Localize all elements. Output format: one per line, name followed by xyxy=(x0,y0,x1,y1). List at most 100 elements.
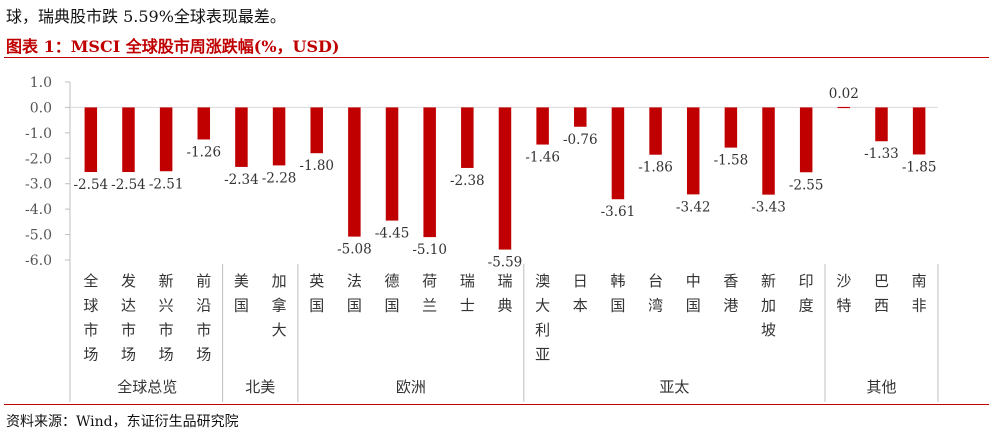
value-label: -4.45 xyxy=(375,226,410,242)
y-tick-label: -1.0 xyxy=(25,126,52,142)
group-label: 其他 xyxy=(866,378,896,396)
category-label-char: 英 xyxy=(309,272,324,290)
y-tick-label: 1.0 xyxy=(30,75,52,91)
category-label-char: 国 xyxy=(347,297,362,315)
bar xyxy=(272,107,286,166)
category-label-char: 荷 xyxy=(422,272,437,290)
value-label: -2.38 xyxy=(450,173,485,189)
category-label-char: 达 xyxy=(121,297,136,315)
category-label-char: 加 xyxy=(761,297,776,315)
category-label-char: 市 xyxy=(83,321,98,339)
category-label-char: 瑞 xyxy=(497,272,512,290)
category-label-char: 瑞 xyxy=(460,272,475,290)
value-label: -1.26 xyxy=(186,144,221,160)
category-label-char: 西 xyxy=(874,297,889,315)
category-label-char: 利 xyxy=(535,321,550,339)
value-label: -1.85 xyxy=(902,159,937,175)
value-label: -2.54 xyxy=(111,177,146,193)
y-tick-label: -3.0 xyxy=(25,177,52,193)
category-label-char: 香 xyxy=(723,272,738,290)
category-label-char: 澳 xyxy=(535,272,550,290)
value-label: -0.76 xyxy=(563,132,598,148)
value-label: -5.59 xyxy=(488,255,523,271)
category-label-char: 典 xyxy=(497,297,512,315)
bar xyxy=(197,107,211,140)
bar xyxy=(837,106,851,109)
y-tick-label: -5.0 xyxy=(25,228,52,244)
value-label: 0.02 xyxy=(829,86,859,102)
bar xyxy=(799,107,813,173)
category-label-char: 国 xyxy=(385,297,400,315)
y-tick-label: -6.0 xyxy=(25,253,52,269)
category-label-char: 国 xyxy=(610,297,625,315)
category-label-char: 本 xyxy=(573,297,588,315)
group-label: 全球总览 xyxy=(117,378,177,396)
bar xyxy=(235,107,248,167)
category-label-char: 拿 xyxy=(272,297,287,315)
category-label-char: 沙 xyxy=(836,272,851,290)
bar xyxy=(912,107,926,155)
category-label-char: 德 xyxy=(385,272,400,290)
category-label-char: 中 xyxy=(686,272,701,290)
category-label-char: 场 xyxy=(83,346,98,364)
value-label: -1.86 xyxy=(638,160,673,176)
category-label-char: 球 xyxy=(83,297,98,315)
value-label: -1.58 xyxy=(714,153,749,169)
bar xyxy=(498,107,512,250)
bar xyxy=(686,107,700,195)
category-label-char: 市 xyxy=(196,321,211,339)
category-label-char: 士 xyxy=(460,297,475,315)
title-rule xyxy=(4,57,989,58)
intro-text: 球，瑞典股市跌 5.59%全球表现最差。 xyxy=(6,7,286,26)
category-label-char: 坡 xyxy=(761,321,776,339)
value-label: -1.46 xyxy=(525,150,560,166)
bar xyxy=(310,107,323,154)
category-label-char: 巴 xyxy=(874,272,889,290)
category-label-char: 新 xyxy=(159,272,174,290)
y-tick-label: -4.0 xyxy=(25,202,52,218)
source-note: 资料来源：Wind，东证衍生品研究院 xyxy=(6,414,239,430)
value-label: -3.43 xyxy=(751,200,786,216)
value-label: -2.55 xyxy=(789,177,824,193)
value-label: -3.42 xyxy=(676,199,711,215)
bar xyxy=(461,107,474,168)
category-label-char: 加 xyxy=(272,272,287,290)
group-label: 北美 xyxy=(245,378,275,396)
category-label-char: 国 xyxy=(234,297,249,315)
bar xyxy=(875,107,888,142)
category-label-char: 美 xyxy=(234,272,249,290)
category-label-char: 国 xyxy=(309,297,324,315)
bar xyxy=(611,107,625,200)
category-label-char: 兴 xyxy=(159,297,174,315)
category-label-char: 法 xyxy=(347,272,362,290)
category-label-char: 大 xyxy=(535,297,550,315)
bar xyxy=(536,107,549,145)
category-label-char: 市 xyxy=(121,321,136,339)
bar xyxy=(84,107,98,173)
category-label-char: 度 xyxy=(799,297,814,315)
value-label: -2.54 xyxy=(74,177,109,193)
category-label-char: 场 xyxy=(159,346,174,364)
category-label-char: 南 xyxy=(912,272,927,290)
category-label-char: 市 xyxy=(159,321,174,339)
category-label-char: 韩 xyxy=(610,272,625,290)
bar xyxy=(762,107,775,195)
y-tick-label: 0.0 xyxy=(30,100,52,116)
category-label-char: 湾 xyxy=(648,297,663,315)
category-label-char: 新 xyxy=(761,272,776,290)
category-label-char: 兰 xyxy=(422,297,437,315)
category-label-char: 特 xyxy=(836,297,851,315)
bar xyxy=(574,107,587,127)
bar xyxy=(649,107,662,155)
category-label-char: 沿 xyxy=(196,297,211,315)
category-label-char: 全 xyxy=(83,272,98,290)
category-label-char: 场 xyxy=(121,346,136,364)
bar xyxy=(122,107,135,173)
category-label-char: 非 xyxy=(912,297,927,315)
bar xyxy=(348,107,361,237)
value-label: -2.51 xyxy=(149,176,184,192)
category-label-char: 港 xyxy=(723,297,738,315)
y-tick-label: -2.0 xyxy=(25,151,52,167)
source-rule xyxy=(4,404,989,405)
category-label-char: 发 xyxy=(121,272,136,290)
